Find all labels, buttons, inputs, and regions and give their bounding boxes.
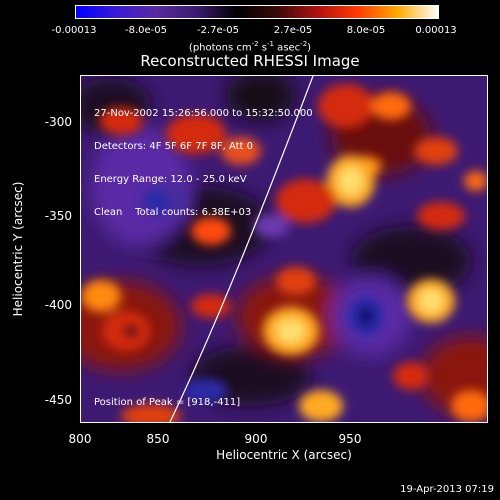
colorbar-tick-label: 8.0e-05 [346, 25, 386, 36]
peak-position-label: Position of Peak = [918,-411] [94, 397, 241, 408]
x-axis-label: Heliocentric X (arcsec) [216, 448, 352, 462]
colorbar-tick-label: -2.7e-05 [197, 25, 239, 36]
x-tick-label: 950 [338, 432, 362, 446]
info-line: Clean Total counts: 6.38E+03 [94, 207, 252, 218]
observation-info: 27-Nov-2002 15:26:56.000 to 15:32:50.000… [94, 86, 313, 240]
info-line: Detectors: 4F 5F 6F 7F 8F, Att 0 [94, 141, 254, 152]
info-line: 27-Nov-2002 15:26:56.000 to 15:32:50.000 [94, 108, 313, 119]
y-tick-label: -400 [44, 298, 72, 312]
y-tick-label: -350 [44, 209, 72, 223]
y-tick-label: -450 [44, 393, 72, 407]
render-timestamp: 19-Apr-2013 07:19 [400, 484, 494, 495]
image-panel: 27-Nov-2002 15:26:56.000 to 15:32:50.000… [80, 75, 488, 423]
colorbar-tick-label: -8.0e-05 [125, 25, 167, 36]
flux-map [81, 76, 487, 422]
x-tick-label: 850 [146, 432, 170, 446]
x-tick-label: 800 [68, 432, 92, 446]
colorbar-tick-label: 2.7e-05 [273, 25, 313, 36]
y-axis-label: Heliocentric Y (arcsec) [11, 181, 25, 317]
colorbar [75, 5, 439, 19]
colorbar-units: (photons cm-2 s-1 asec-2) [188, 40, 312, 54]
plot-title: Reconstructed RHESSI Image [140, 52, 360, 70]
colorbar-tick-label: 0.00013 [415, 25, 457, 36]
solar-limb-curve [169, 76, 314, 422]
colorbar-tick-label: -0.00013 [51, 25, 97, 36]
x-tick-label: 900 [244, 432, 268, 446]
info-line: Energy Range: 12.0 - 25.0 keV [94, 174, 247, 185]
y-tick-label: -300 [44, 115, 72, 129]
